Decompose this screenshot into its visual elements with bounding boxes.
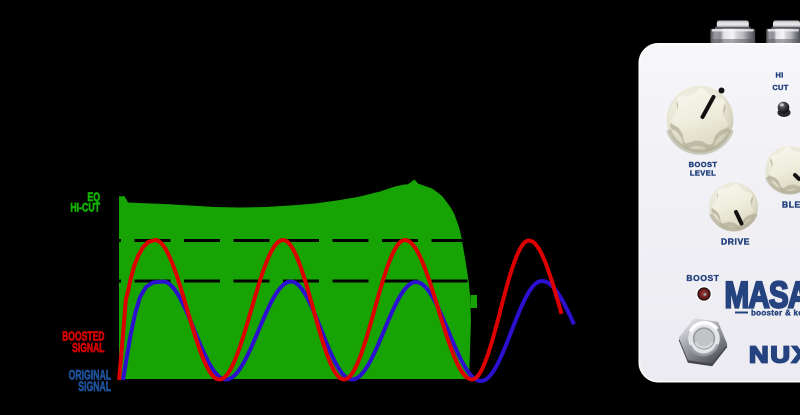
svg-text:HI-CUT: HI-CUT xyxy=(70,201,100,215)
svg-text:LEVEL: LEVEL xyxy=(690,169,716,178)
svg-text:CUT: CUT xyxy=(772,83,788,92)
svg-text:BOOSTED: BOOSTED xyxy=(62,330,104,344)
svg-text:ORIGINAL: ORIGINAL xyxy=(69,367,111,383)
svg-text:NUX: NUX xyxy=(749,342,800,368)
svg-text:BOOST: BOOST xyxy=(686,273,719,283)
svg-text:MASAMUNE: MASAMUNE xyxy=(725,275,800,316)
svg-text:DRIVE: DRIVE xyxy=(721,237,750,247)
svg-text:EQ: EQ xyxy=(87,191,100,205)
svg-text:BOOST: BOOST xyxy=(689,160,718,169)
svg-text:booster & kom: booster & kom xyxy=(751,308,800,317)
svg-text:SIGNAL: SIGNAL xyxy=(78,379,111,395)
svg-text:BLEND: BLEND xyxy=(782,200,800,210)
svg-text:SIGNAL: SIGNAL xyxy=(72,341,105,355)
svg-text:HI: HI xyxy=(775,71,783,80)
